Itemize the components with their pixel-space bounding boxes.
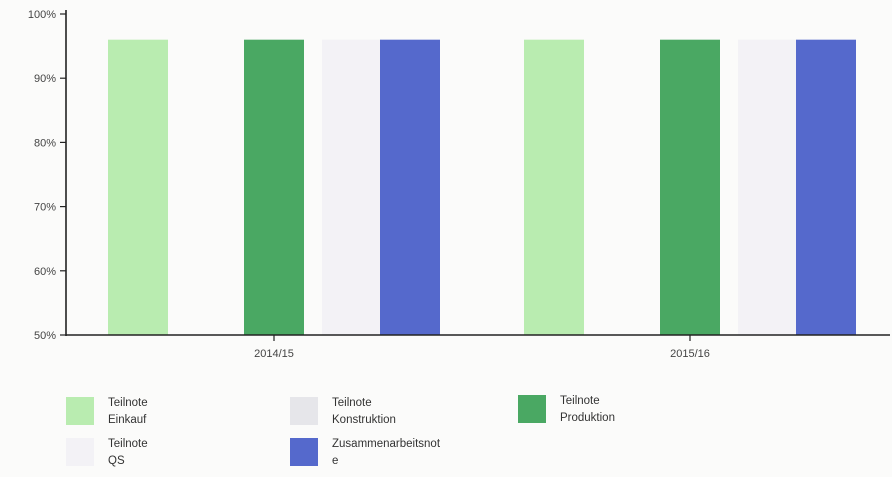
x-tick-label: 2014/15 (254, 348, 294, 360)
y-tick-label: 80% (34, 137, 56, 149)
bar-teilnote-qs-0 (322, 39, 382, 336)
bar-teilnote-einkauf-0 (108, 39, 168, 336)
bar-teilnote-einkauf-1 (524, 39, 584, 336)
bar-teilnote-produktion-1 (660, 39, 720, 336)
bars-layer (108, 39, 856, 336)
y-tick-label: 90% (34, 73, 56, 85)
bar-teilnote-qs-1 (738, 39, 798, 336)
y-tick-label: 60% (34, 266, 56, 278)
bar-zusammenarbeitsnote-1 (796, 39, 856, 336)
bar-zusammenarbeitsnote-0 (380, 39, 440, 336)
y-tick-label: 50% (34, 330, 56, 342)
x-tick-label: 2015/16 (670, 348, 710, 360)
y-tick-label: 70% (34, 202, 56, 214)
axes-layer: 50% 60% 70% 80% 90% 100% 2014/15 2015/16 (28, 9, 890, 360)
bar-teilnote-produktion-0 (244, 39, 304, 336)
y-tick-label: 100% (28, 9, 56, 21)
